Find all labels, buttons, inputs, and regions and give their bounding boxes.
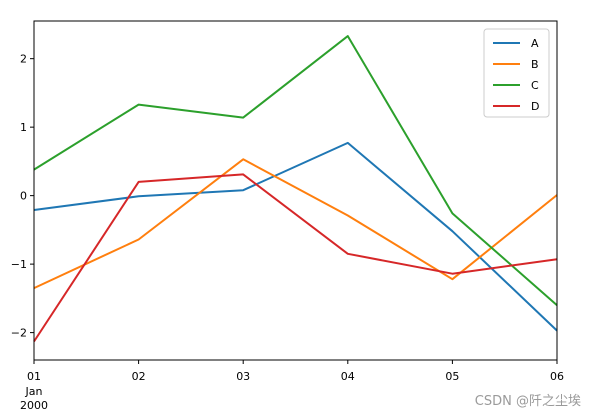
series-line-B	[33, 158, 558, 290]
series-line-D	[33, 173, 558, 343]
series-line-A	[33, 141, 558, 332]
x-tick-label: 06	[550, 370, 564, 383]
watermark-text: CSDN @阡之尘埃	[474, 394, 581, 409]
y-tick-label: 1	[20, 121, 27, 134]
y-tick-label: −2	[11, 327, 27, 340]
plot-frame	[33, 20, 558, 361]
series-line-C	[33, 35, 558, 306]
legend-label-C: C	[531, 79, 539, 92]
y-tick-label: 2	[20, 53, 27, 66]
legend-box	[483, 28, 550, 118]
x-sub-label: 2000	[20, 399, 48, 412]
x-tick-label: 01	[27, 370, 41, 383]
series-layer	[33, 35, 558, 343]
x-tick-label: 04	[341, 370, 355, 383]
legend-label-A: A	[531, 37, 539, 50]
legend-label-B: B	[531, 58, 539, 71]
y-tick-label: −1	[11, 258, 27, 271]
legend-label-D: D	[531, 100, 539, 113]
x-sub-label: Jan	[25, 385, 43, 398]
y-tick-label: 0	[20, 190, 27, 203]
x-tick-label: 05	[445, 370, 459, 383]
x-tick-label: 02	[132, 370, 146, 383]
x-tick-label: 03	[236, 370, 250, 383]
